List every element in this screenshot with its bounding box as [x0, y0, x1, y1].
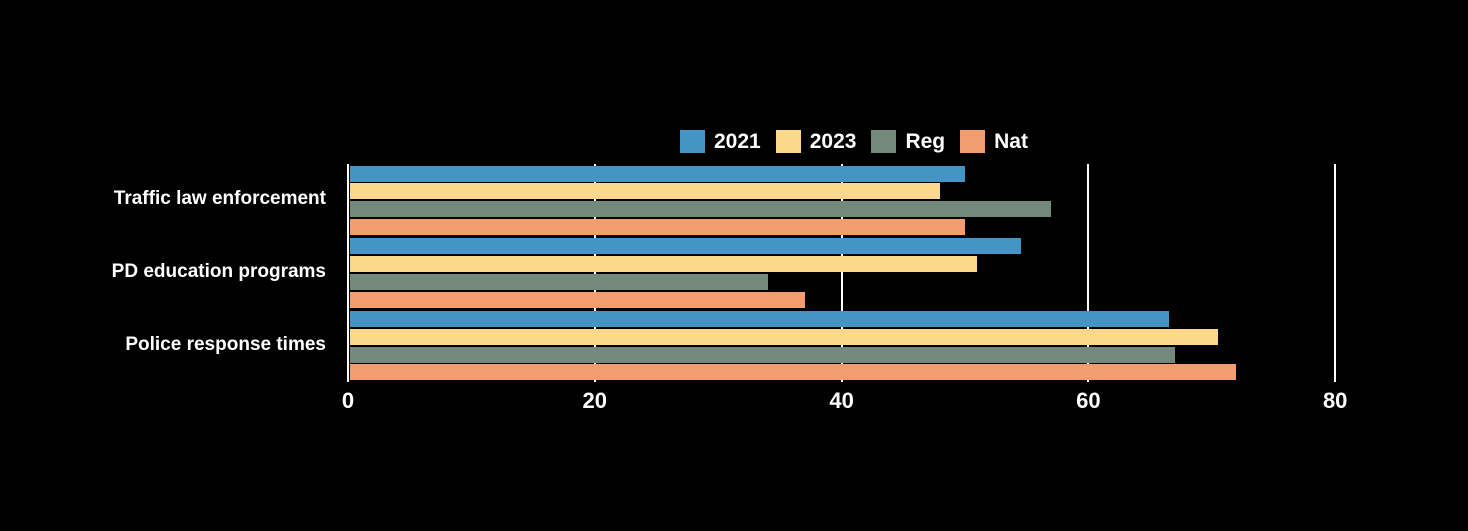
legend-label: 2023: [809, 130, 857, 153]
x-axis: 0 20 40 60 80: [342, 388, 1420, 414]
legend-label: 2021: [714, 130, 761, 153]
legend-swatch-2023: [775, 130, 801, 153]
bar-2023-row2: [350, 328, 1218, 345]
bar-2021-row2: [350, 310, 1169, 327]
x-tick-label-80: 80: [1322, 388, 1348, 413]
gridline-x80: [1334, 164, 1337, 382]
legend-label: Reg: [905, 130, 946, 153]
bar-reg-row1: [350, 273, 768, 290]
bar-nat-row1: [350, 291, 805, 308]
legend-label: Nat: [994, 130, 1028, 153]
legend-swatch-nat: [960, 130, 986, 153]
gridline-x60: [1087, 164, 1090, 382]
legend-swatch-2021: [680, 130, 705, 153]
bar-2023-row0: [350, 183, 941, 200]
legend-item-reg: Reg: [871, 129, 945, 154]
legend-item-2023: 2023: [775, 129, 857, 154]
x-tick-label-40: 40: [829, 388, 854, 413]
bar-nat-row2: [350, 364, 1237, 381]
legend-item-nat: Nat: [960, 129, 1028, 154]
gridline-x40: [840, 164, 843, 382]
category-label: PD education programs: [111, 261, 326, 282]
bar-nat-row0: [350, 219, 965, 236]
bar-2021-row1: [350, 238, 1021, 255]
y-axis-line: [347, 164, 349, 382]
category-label: Police response times: [125, 333, 326, 355]
bar-2023-row1: [350, 256, 978, 273]
bar-2021-row0: [350, 165, 965, 182]
x-tick-label-60: 60: [1076, 388, 1101, 413]
gridline-x20: [593, 164, 596, 382]
x-tick-label-20: 20: [582, 388, 608, 413]
category-label: Traffic law enforcement: [113, 188, 326, 210]
x-tick-label-0: 0: [341, 388, 355, 413]
plot-area: [347, 164, 1420, 382]
legend-item-2021: 2021: [680, 129, 761, 154]
bar-reg-row2: [350, 346, 1175, 363]
category-axis: Traffic law enforcement PD education prog…: [0, 164, 337, 382]
bar-reg-row0: [350, 201, 1052, 218]
legend: 2021 2023 Reg Nat: [680, 129, 1028, 154]
legend-swatch-reg: [871, 130, 897, 153]
